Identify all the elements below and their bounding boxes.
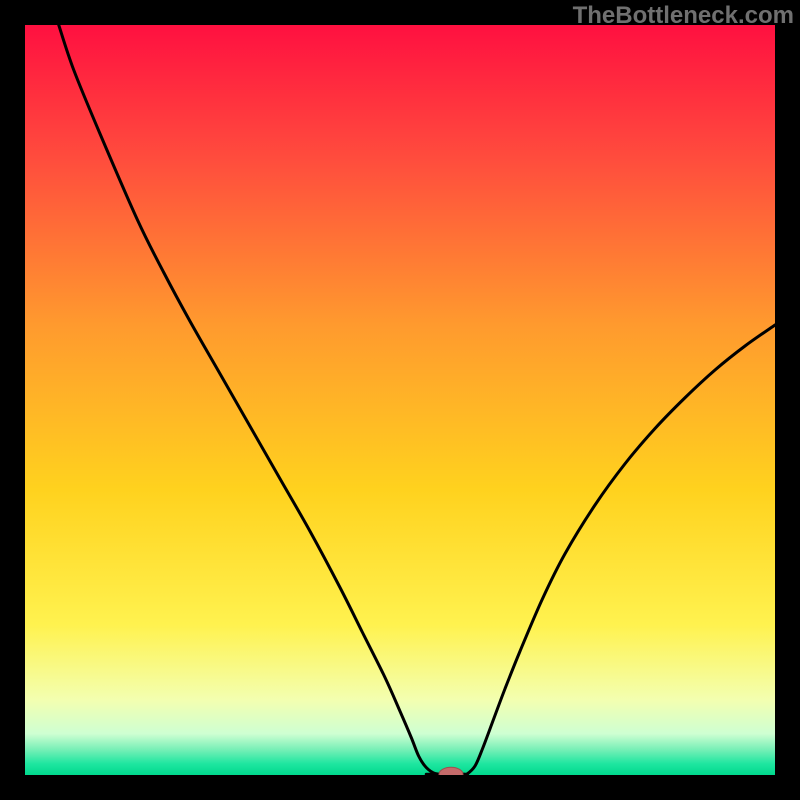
chart-stage: TheBottleneck.com <box>0 0 800 800</box>
plot-background <box>25 25 775 775</box>
bottleneck-chart <box>0 0 800 800</box>
watermark-text: TheBottleneck.com <box>573 2 794 30</box>
